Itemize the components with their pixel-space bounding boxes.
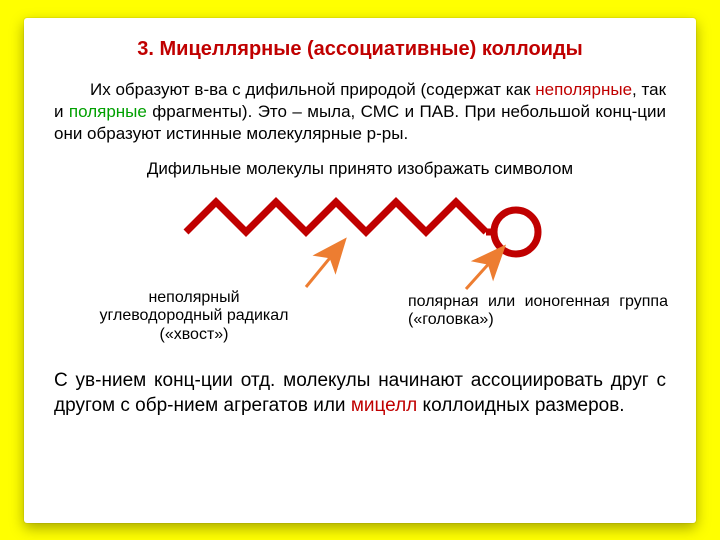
intro-lead: Их образуют в-ва с дифильной природой (с… xyxy=(90,80,535,99)
word-polar: полярные xyxy=(69,102,147,121)
label-nonpolar-tail: неполярный углеводородный радикал («хвос… xyxy=(94,289,294,344)
word-micelle: мицелл xyxy=(351,395,417,416)
arrow-to-tail xyxy=(306,242,343,287)
zigzag-tail xyxy=(186,202,486,232)
arrow-to-head xyxy=(466,249,502,289)
polar-head-circle xyxy=(494,210,538,254)
closing-paragraph: С ув-нием конц-ции отд. молекулы начинаю… xyxy=(54,368,666,419)
word-nonpolar: неполярные xyxy=(535,80,632,99)
slide-title: 3. Мицеллярные (ассоциативные) коллоиды xyxy=(54,38,666,61)
slide-card: 3. Мицеллярные (ассоциативные) коллоиды … xyxy=(24,18,696,523)
closing-tail: коллоидных размеров. xyxy=(417,395,624,416)
molecule-figure: неполярный углеводородный радикал («хвос… xyxy=(54,187,666,362)
label-polar-head: полярная или ионогенная группа («головка… xyxy=(408,293,668,330)
symbol-caption: Дифильные молекулы принято изображать си… xyxy=(54,159,666,179)
intro-paragraph: Их образуют в-ва с дифильной природой (с… xyxy=(54,79,666,145)
